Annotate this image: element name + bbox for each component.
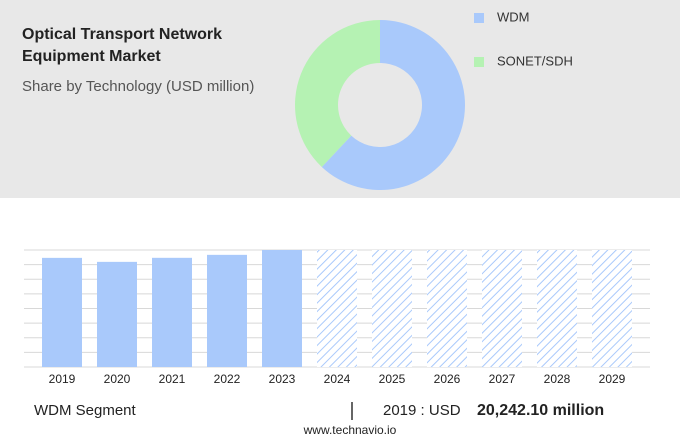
x-tick-label: 2022 [214, 372, 241, 386]
source: www.technavio.io [303, 423, 397, 437]
legend-label: WDM [497, 9, 530, 24]
x-tick-label: 2020 [104, 372, 131, 386]
bar [262, 250, 302, 367]
bar [207, 254, 247, 367]
bar [97, 261, 137, 367]
x-tick-label: 2027 [489, 372, 516, 386]
forecast-placeholder [482, 250, 522, 367]
donut-slice [321, 20, 466, 190]
forecast-placeholder [592, 250, 632, 367]
donut-slice [295, 20, 380, 167]
legend-label: SONET/SDH [497, 53, 573, 68]
x-tick-label: 2028 [544, 372, 571, 386]
x-tick-label: 2024 [324, 372, 351, 386]
bar [42, 257, 82, 367]
legend-swatch [474, 57, 484, 67]
title-box: Optical Transport Network Equipment Mark… [22, 26, 223, 65]
forecast-placeholder [427, 250, 467, 367]
chart-title: Optical Transport Network Equipment Mark… [22, 26, 223, 65]
x-tick-label: 2026 [434, 372, 461, 386]
footer-value: 20,242.10 million [477, 402, 604, 419]
x-tick-label: 2023 [269, 372, 296, 386]
forecast-placeholder [372, 250, 412, 367]
forecast-placeholder [317, 250, 357, 367]
legend-swatch [474, 13, 484, 23]
x-tick-label: 2029 [599, 372, 626, 386]
x-tick-label: 2021 [159, 372, 186, 386]
footer-segment: WDM Segment [34, 402, 137, 419]
forecast-placeholder [537, 250, 577, 367]
bar [152, 257, 192, 367]
x-tick-label: 2025 [379, 372, 406, 386]
footer-year: 2019 : USD [383, 402, 461, 419]
chart-subtitle: Share by Technology (USD million) [22, 78, 254, 95]
x-tick-label: 2019 [49, 372, 76, 386]
